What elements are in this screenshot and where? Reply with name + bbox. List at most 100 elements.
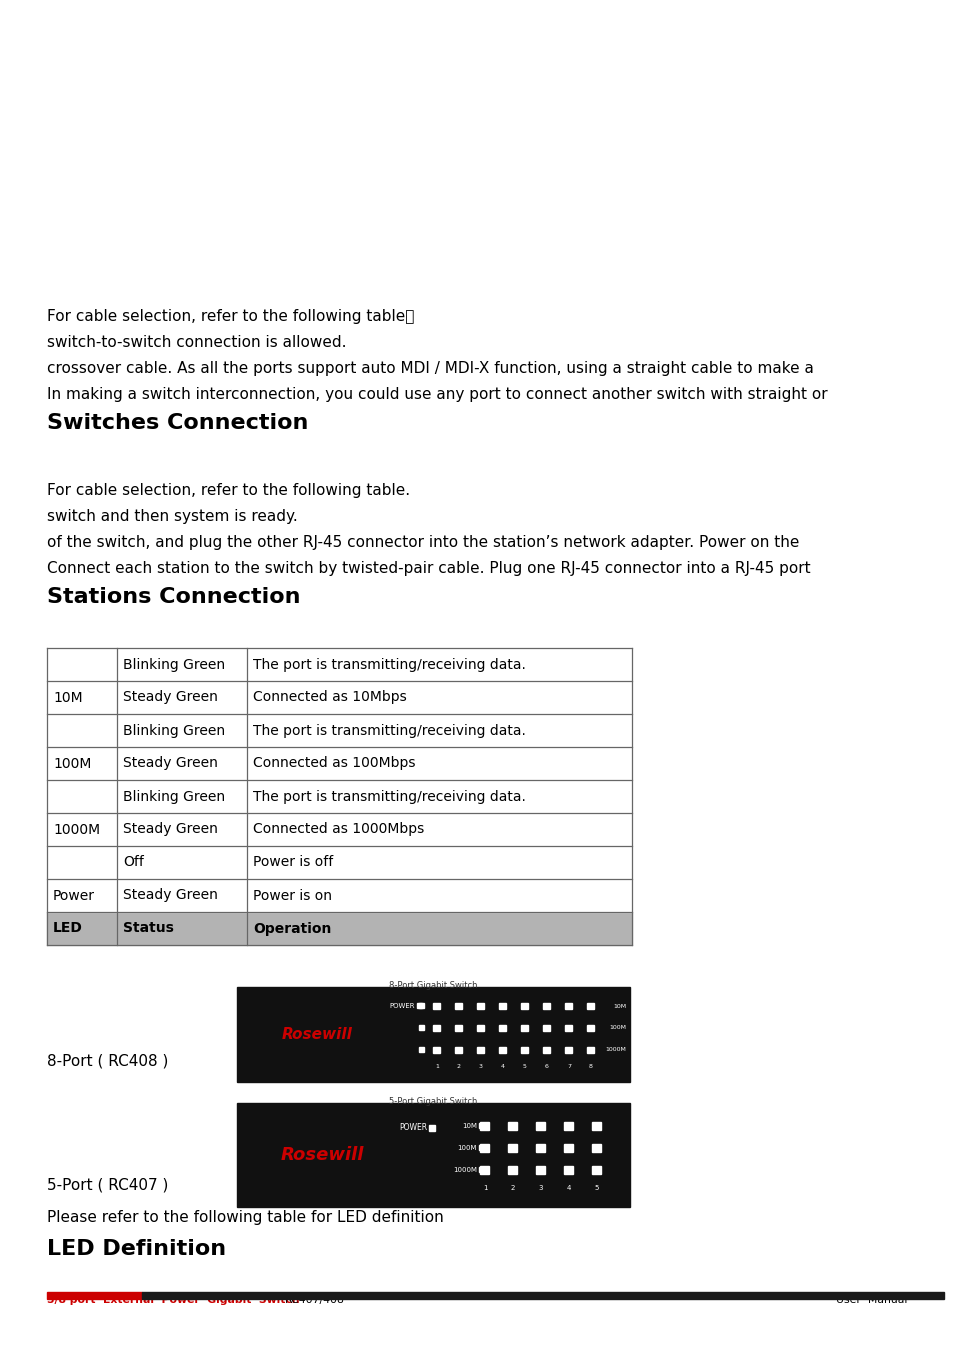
Bar bbox=[536, 1144, 544, 1152]
Text: 2: 2 bbox=[510, 1186, 515, 1191]
Text: POWER: POWER bbox=[398, 1123, 427, 1133]
Bar bbox=[416, 1003, 421, 1008]
Text: 2: 2 bbox=[456, 1064, 460, 1069]
Bar bbox=[236, 1103, 629, 1207]
Bar bbox=[563, 1144, 573, 1152]
Text: Operation: Operation bbox=[253, 921, 331, 935]
Text: Blinking Green: Blinking Green bbox=[123, 790, 225, 804]
Text: 5: 5 bbox=[594, 1186, 598, 1191]
Text: 8-Port Gigabit Switch: 8-Port Gigabit Switch bbox=[389, 981, 477, 991]
Text: Steady Green: Steady Green bbox=[123, 756, 217, 771]
Bar bbox=[507, 1122, 517, 1130]
Text: Switches Connection: Switches Connection bbox=[47, 413, 308, 434]
Bar bbox=[498, 1003, 505, 1009]
Text: Rosewill: Rosewill bbox=[281, 1027, 352, 1042]
Bar bbox=[479, 1122, 489, 1130]
Bar bbox=[536, 1165, 544, 1173]
Text: 5-Port ( RC407 ): 5-Port ( RC407 ) bbox=[47, 1177, 168, 1192]
Bar bbox=[47, 780, 631, 813]
Bar bbox=[479, 1165, 489, 1173]
Bar bbox=[586, 1046, 594, 1053]
Text: 1000M: 1000M bbox=[53, 822, 100, 836]
Text: 6: 6 bbox=[544, 1064, 548, 1069]
Text: 10M: 10M bbox=[612, 1004, 625, 1008]
Text: switch and then system is ready.: switch and then system is ready. bbox=[47, 509, 297, 524]
Bar bbox=[592, 1165, 600, 1173]
Text: Connected as 100Mbps: Connected as 100Mbps bbox=[253, 756, 416, 771]
Bar bbox=[498, 1024, 505, 1031]
Bar bbox=[476, 1024, 483, 1031]
Text: 1000M: 1000M bbox=[453, 1167, 476, 1172]
Bar bbox=[47, 648, 631, 682]
Text: Steady Green: Steady Green bbox=[123, 822, 217, 836]
Bar bbox=[520, 1003, 527, 1009]
Text: 5: 5 bbox=[522, 1064, 526, 1069]
Text: 10M: 10M bbox=[461, 1123, 476, 1129]
Bar bbox=[142, 1293, 943, 1299]
Bar bbox=[586, 1003, 594, 1009]
Text: 100M: 100M bbox=[53, 756, 91, 771]
Text: 1: 1 bbox=[482, 1186, 487, 1191]
Text: Connected as 1000Mbps: Connected as 1000Mbps bbox=[253, 822, 424, 836]
Bar bbox=[47, 813, 631, 846]
Text: 3: 3 bbox=[478, 1064, 482, 1069]
Bar bbox=[455, 1003, 461, 1009]
Bar bbox=[47, 682, 631, 714]
Bar bbox=[542, 1003, 550, 1009]
Bar bbox=[592, 1122, 600, 1130]
Text: Connected as 10Mbps: Connected as 10Mbps bbox=[253, 691, 406, 705]
Bar bbox=[236, 986, 629, 1083]
Text: 7: 7 bbox=[566, 1064, 571, 1069]
Bar bbox=[507, 1144, 517, 1152]
Text: The port is transmitting/receiving data.: The port is transmitting/receiving data. bbox=[253, 657, 525, 672]
Bar bbox=[586, 1024, 594, 1031]
Text: 100M: 100M bbox=[608, 1026, 625, 1030]
Text: 1000M: 1000M bbox=[604, 1047, 625, 1053]
Text: The port is transmitting/receiving data.: The port is transmitting/receiving data. bbox=[253, 790, 525, 804]
Bar bbox=[476, 1003, 483, 1009]
Bar bbox=[476, 1046, 483, 1053]
Text: POWER: POWER bbox=[389, 1003, 415, 1009]
Text: For cable selection, refer to the following table.: For cable selection, refer to the follow… bbox=[47, 482, 410, 499]
Text: 5/8 port  External  Power  Gigabit  Switch: 5/8 port External Power Gigabit Switch bbox=[47, 1295, 299, 1305]
Text: User  Manual: User Manual bbox=[835, 1295, 906, 1305]
Text: of the switch, and plug the other RJ-45 connector into the station’s network ada: of the switch, and plug the other RJ-45 … bbox=[47, 535, 799, 550]
Bar bbox=[478, 1167, 483, 1172]
Bar bbox=[478, 1123, 483, 1127]
Text: Rosewill: Rosewill bbox=[280, 1146, 363, 1164]
Text: Power: Power bbox=[53, 889, 95, 902]
Bar bbox=[418, 1024, 423, 1030]
Text: Power is on: Power is on bbox=[253, 889, 332, 902]
Text: LED: LED bbox=[53, 921, 83, 935]
Text: For cable selection, refer to the following table：: For cable selection, refer to the follow… bbox=[47, 309, 414, 324]
Text: Blinking Green: Blinking Green bbox=[123, 724, 225, 737]
Bar bbox=[455, 1024, 461, 1031]
Text: Blinking Green: Blinking Green bbox=[123, 657, 225, 672]
Bar bbox=[592, 1144, 600, 1152]
Bar bbox=[542, 1024, 550, 1031]
Bar bbox=[47, 912, 631, 944]
Text: Steady Green: Steady Green bbox=[123, 889, 217, 902]
Text: 8-Port ( RC408 ): 8-Port ( RC408 ) bbox=[47, 1053, 168, 1068]
Bar bbox=[520, 1046, 527, 1053]
Text: Off: Off bbox=[123, 855, 144, 870]
Bar bbox=[418, 1046, 423, 1051]
Text: RC407/408: RC407/408 bbox=[285, 1295, 345, 1305]
Bar bbox=[536, 1122, 544, 1130]
Bar bbox=[564, 1003, 572, 1009]
Text: Connect each station to the switch by twisted-pair cable. Plug one RJ-45 connect: Connect each station to the switch by tw… bbox=[47, 561, 810, 576]
Text: In making a switch interconnection, you could use any port to connect another sw: In making a switch interconnection, you … bbox=[47, 388, 827, 402]
Text: 5-Port Gigabit Switch: 5-Port Gigabit Switch bbox=[389, 1098, 477, 1106]
Text: Steady Green: Steady Green bbox=[123, 691, 217, 705]
Text: 10M: 10M bbox=[53, 691, 83, 705]
Bar bbox=[498, 1046, 505, 1053]
Text: Status: Status bbox=[123, 921, 173, 935]
Bar bbox=[507, 1165, 517, 1173]
Bar bbox=[47, 846, 631, 879]
Bar bbox=[47, 747, 631, 780]
Bar bbox=[479, 1144, 489, 1152]
Bar bbox=[47, 1293, 142, 1299]
Bar bbox=[564, 1024, 572, 1031]
Text: 1: 1 bbox=[435, 1064, 438, 1069]
Text: Power is off: Power is off bbox=[253, 855, 333, 870]
